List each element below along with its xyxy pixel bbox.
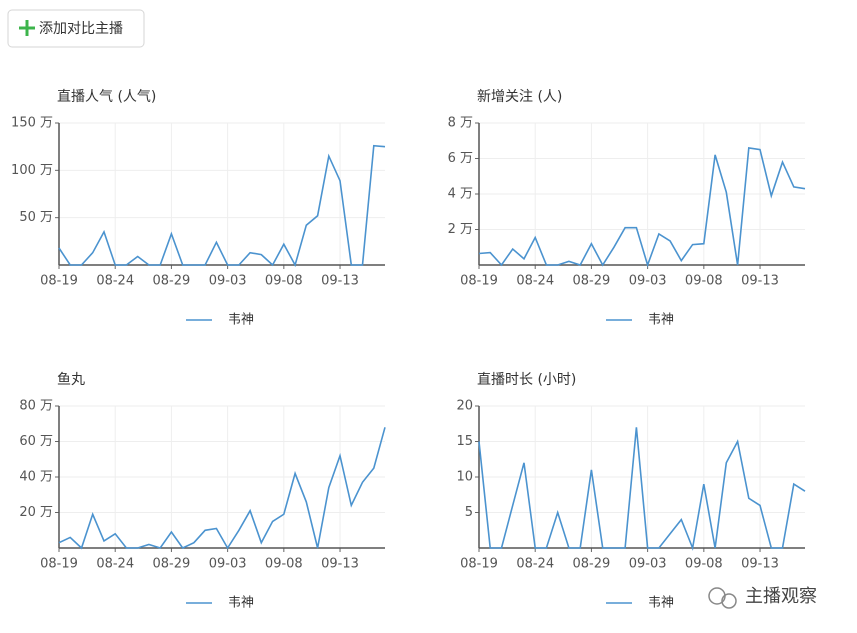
button-label[interactable]: 添加对比主播 — [39, 21, 123, 37]
x-tick-label: 09-08 — [685, 274, 723, 289]
y-tick-label: 40 万 — [19, 470, 53, 485]
watermark-icon — [721, 593, 737, 609]
x-tick-label: 09-13 — [321, 557, 359, 572]
x-tick-label: 08-29 — [573, 274, 611, 289]
data-line — [58, 427, 386, 550]
legend-label: 韦神 — [648, 596, 674, 611]
x-tick-label: 09-08 — [265, 557, 303, 572]
y-tick-label: 150 万 — [11, 116, 53, 131]
y-tick-label: 2 万 — [448, 222, 473, 237]
x-tick-label: 08-29 — [153, 274, 191, 289]
y-tick-label: 6 万 — [448, 151, 473, 166]
data-line — [58, 144, 386, 268]
x-tick-label: 09-08 — [685, 557, 723, 572]
chart-title: 新增关注 (人) — [477, 89, 562, 105]
y-tick-label: 60 万 — [19, 434, 53, 449]
add-compare-button[interactable]: 添加对比主播 — [7, 9, 145, 48]
y-tick-label: 10 — [456, 470, 473, 485]
legend-label: 韦神 — [648, 313, 674, 328]
y-tick-label: 50 万 — [19, 210, 53, 225]
chart-title: 直播时长 (小时) — [477, 371, 576, 388]
x-tick-label: 08-24 — [96, 557, 134, 572]
x-tick-label: 09-03 — [209, 274, 247, 289]
x-tick-label: 08-19 — [460, 274, 498, 289]
x-tick-label: 09-08 — [265, 274, 303, 289]
data-line — [478, 427, 806, 551]
x-tick-label: 08-19 — [460, 557, 498, 572]
x-tick-label: 09-13 — [741, 274, 779, 289]
y-tick-label: 4 万 — [448, 187, 473, 202]
x-tick-label: 08-24 — [516, 557, 554, 572]
y-tick-label: 20 — [456, 399, 473, 414]
x-tick-label: 08-19 — [40, 557, 78, 572]
x-tick-label: 09-13 — [321, 274, 359, 289]
y-tick-label: 15 — [456, 434, 473, 449]
legend-label: 韦神 — [228, 313, 254, 328]
legend-label: 韦神 — [228, 596, 254, 611]
x-tick-label: 09-03 — [629, 274, 667, 289]
x-tick-label: 09-13 — [741, 557, 779, 572]
y-tick-label: 100 万 — [11, 163, 53, 178]
y-tick-label: 20 万 — [19, 505, 53, 520]
chart-title: 鱼丸 — [57, 371, 85, 388]
x-tick-label: 09-03 — [209, 557, 247, 572]
button-frame[interactable] — [7, 9, 145, 48]
y-tick-label: 80 万 — [19, 399, 53, 414]
chart-title: 直播人气 (人气) — [57, 88, 156, 105]
x-tick-label: 08-24 — [516, 274, 554, 289]
watermark-text: 主播观察 — [745, 586, 817, 607]
data-line — [478, 146, 806, 268]
watermark: 主播观察 — [708, 586, 817, 609]
x-tick-label: 08-19 — [40, 274, 78, 289]
y-tick-label: 5 — [465, 505, 473, 520]
x-tick-label: 08-24 — [96, 274, 134, 289]
x-tick-label: 08-29 — [153, 557, 191, 572]
x-tick-label: 09-03 — [629, 557, 667, 572]
y-tick-label: 8 万 — [448, 116, 473, 131]
x-tick-label: 08-29 — [573, 557, 611, 572]
plus-icon — [19, 20, 35, 36]
